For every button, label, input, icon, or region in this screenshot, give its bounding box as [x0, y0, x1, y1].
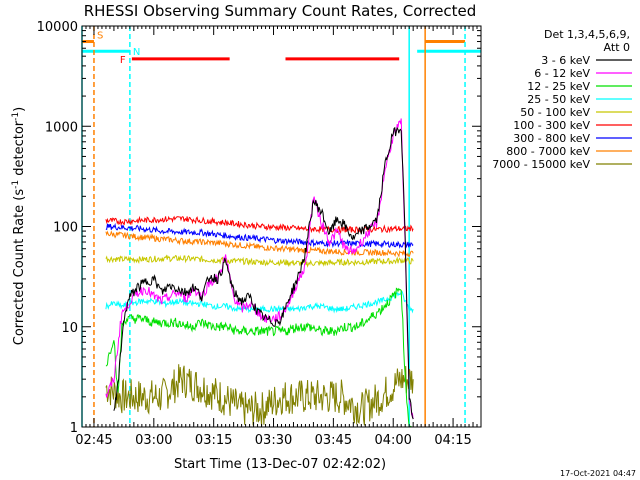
- y-axis-label-end: ): [12, 107, 27, 112]
- axis-ticks: 1 10 100 1000 10000 02:45 03:00 03:15 03:30 03:45…: [37, 20, 482, 448]
- footer-timestamp: 17-Oct-2021 04:47: [560, 469, 636, 478]
- y-tick-label-1: 10: [61, 321, 78, 336]
- chart-title: RHESSI Observing Summary Count Rates, Co…: [84, 2, 477, 20]
- series-layer: [105, 118, 414, 428]
- legend-header-attenuator: Att 0: [604, 41, 630, 54]
- x-tick-label-0: 02:45: [75, 433, 112, 448]
- series-line-1: [105, 118, 414, 420]
- legend-label-8: 7000 - 15000 keV: [492, 158, 590, 171]
- x-axis-label: Start Time (13-Dec-07 02:42:02): [174, 457, 386, 472]
- series-line-0: [113, 126, 414, 420]
- x-tick-label-1: 03:00: [135, 433, 172, 448]
- legend-label-1: 6 - 12 keV: [534, 67, 590, 80]
- legend-label-3: 25 - 50 keV: [527, 93, 590, 106]
- y-axis-label-sup1: -1: [11, 180, 21, 189]
- flag-label-S: S: [97, 31, 103, 42]
- series-line-5: [105, 215, 414, 234]
- legend-label-7: 800 - 7000 keV: [506, 145, 590, 158]
- legend-label-2: 12 - 25 keV: [527, 80, 590, 93]
- y-tick-label-4: 10000: [37, 20, 78, 35]
- flag-label-N: N: [133, 47, 140, 58]
- y-axis-label: Corrected Count Rate (s-1 detector-1): [11, 107, 27, 345]
- x-tick-label-4: 03:45: [315, 433, 352, 448]
- legend-header-detectors: Det 1,3,4,5,6,9,: [544, 28, 630, 41]
- series-line-4: [105, 254, 414, 268]
- y-axis-label-main: Corrected Count Rate (s: [12, 189, 27, 346]
- y-tick-label-3: 1000: [45, 120, 78, 135]
- legend-label-4: 50 - 100 keV: [520, 106, 590, 119]
- y-axis-label-sup2: -1: [11, 112, 21, 121]
- legend-label-6: 300 - 800 keV: [513, 132, 590, 145]
- flag-label-F: F: [120, 55, 126, 66]
- y-tick-label-2: 100: [53, 221, 78, 236]
- y-axis-label-mid: detector: [12, 120, 27, 180]
- x-tick-label-2: 03:15: [195, 433, 232, 448]
- legend-label-0: 3 - 6 keV: [541, 54, 590, 67]
- y-tick-label-0: 1: [70, 421, 78, 436]
- series-line-8: [105, 364, 414, 427]
- x-tick-label-5: 04:00: [374, 433, 411, 448]
- x-tick-label-3: 03:30: [255, 433, 292, 448]
- x-tick-label-6: 04:15: [434, 433, 471, 448]
- series-line-2: [105, 287, 414, 428]
- flags-layer: S NF: [82, 31, 481, 66]
- legend-label-5: 100 - 300 keV: [513, 119, 590, 132]
- series-line-7: [105, 230, 414, 258]
